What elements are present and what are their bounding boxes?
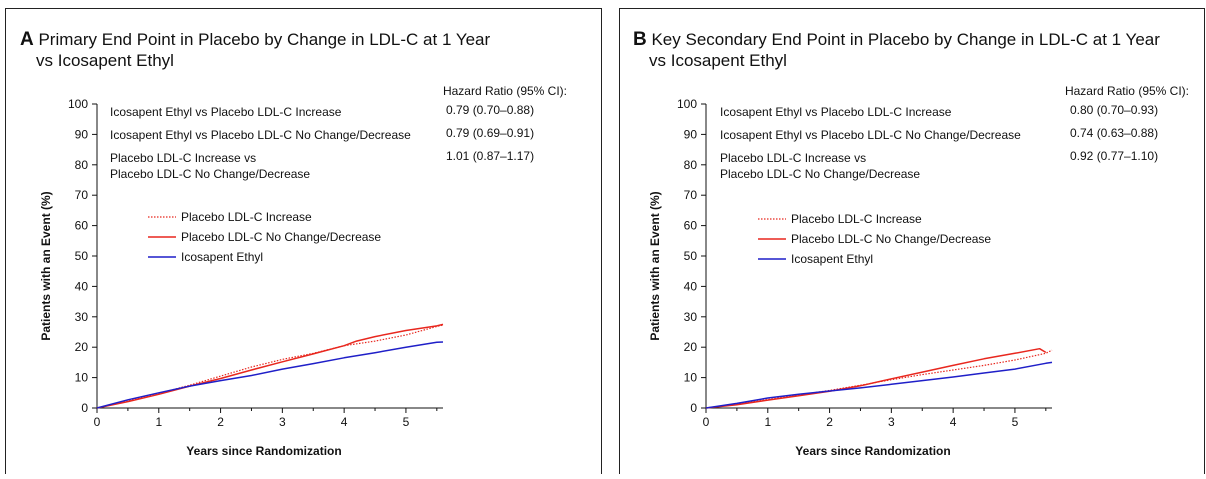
panel-a: A Primary End Point in Placebo by Change… <box>5 8 602 479</box>
hr-header: Hazard Ratio (95% CI): <box>1065 84 1189 98</box>
x-tick-label: 2 <box>826 415 833 429</box>
legend-label: Placebo LDL-C No Change/Decrease <box>181 230 381 244</box>
hr-row-value: 0.74 (0.63–0.88) <box>1070 126 1158 140</box>
panel-title: B Key Secondary End Point in Placebo by … <box>633 29 1160 50</box>
hr-row-label: Placebo LDL-C No Change/Decrease <box>720 167 920 181</box>
x-tick-label: 5 <box>1012 415 1019 429</box>
panel-title-line1: Key Secondary End Point in Placebo by Ch… <box>647 30 1161 49</box>
hr-header: Hazard Ratio (95% CI): <box>443 84 567 98</box>
series-line-placebo-ldl-c-increase <box>705 349 1053 409</box>
hr-row-label: Placebo LDL-C Increase vs <box>110 151 256 165</box>
hr-row-value: 1.01 (0.87–1.17) <box>446 149 534 163</box>
panel-b: B Key Secondary End Point in Placebo by … <box>619 8 1205 479</box>
y-tick-label: 10 <box>684 371 698 385</box>
x-tick-label: 4 <box>950 415 957 429</box>
panel-title-line2: vs Icosapent Ethyl <box>649 51 787 70</box>
x-tick-label: 1 <box>764 415 771 429</box>
x-tick-label: 3 <box>888 415 895 429</box>
x-axis-label: Years since Randomization <box>795 444 950 458</box>
legend-label: Placebo LDL-C No Change/Decrease <box>791 232 991 246</box>
y-tick-label: 40 <box>75 279 89 293</box>
y-tick-label: 90 <box>75 127 89 141</box>
hr-row-label: Icosapent Ethyl vs Placebo LDL-C Increas… <box>720 105 952 119</box>
series-line-placebo-ldl-c-no-change-decrease <box>705 347 1047 409</box>
hr-row-label: Icosapent Ethyl vs Placebo LDL-C Increas… <box>110 105 342 119</box>
y-tick-label: 20 <box>684 340 698 354</box>
y-tick-label: 80 <box>75 158 89 172</box>
y-tick-label: 60 <box>75 219 89 233</box>
y-tick-label: 30 <box>75 310 89 324</box>
y-tick-label: 50 <box>684 249 698 263</box>
y-tick-label: 0 <box>81 401 88 415</box>
x-tick-label: 0 <box>94 415 101 429</box>
y-tick-label: 100 <box>68 97 88 111</box>
y-tick-label: 90 <box>684 127 698 141</box>
y-tick-label: 70 <box>75 188 89 202</box>
panel-title-line2: vs Icosapent Ethyl <box>36 51 174 70</box>
y-tick-label: 50 <box>75 249 89 263</box>
legend-label: Icosapent Ethyl <box>181 250 263 264</box>
y-tick-label: 100 <box>677 97 697 111</box>
y-tick-label: 0 <box>690 401 697 415</box>
series-line-icosapent-ethyl <box>705 361 1053 409</box>
y-tick-label: 30 <box>684 310 698 324</box>
series-line-icosapent-ethyl <box>96 341 444 409</box>
y-tick-label: 60 <box>684 219 698 233</box>
y-tick-label: 40 <box>684 279 698 293</box>
x-tick-label: 1 <box>155 415 162 429</box>
hr-row-label: Placebo LDL-C No Change/Decrease <box>110 167 310 181</box>
panel-letter: A <box>20 29 34 50</box>
y-axis-label: Patients with an Event (%) <box>39 191 53 340</box>
panel-letter: B <box>633 29 647 50</box>
hr-row-value: 0.92 (0.77–1.10) <box>1070 149 1158 163</box>
x-axis-label: Years since Randomization <box>186 444 341 458</box>
x-tick-label: 4 <box>341 415 348 429</box>
x-tick-label: 5 <box>403 415 410 429</box>
hr-row-label: Icosapent Ethyl vs Placebo LDL-C No Chan… <box>110 128 411 142</box>
y-tick-label: 80 <box>684 158 698 172</box>
hr-row-value: 0.79 (0.69–0.91) <box>446 126 534 140</box>
panel-title-line1: Primary End Point in Placebo by Change i… <box>34 30 491 49</box>
legend-label: Placebo LDL-C Increase <box>791 212 922 226</box>
x-tick-label: 2 <box>217 415 224 429</box>
hr-row-label: Icosapent Ethyl vs Placebo LDL-C No Chan… <box>720 128 1021 142</box>
y-tick-label: 70 <box>684 188 698 202</box>
y-tick-label: 20 <box>75 340 89 354</box>
legend-label: Placebo LDL-C Increase <box>181 210 312 224</box>
x-tick-label: 3 <box>279 415 286 429</box>
series-line-placebo-ldl-c-no-change-decrease <box>96 323 444 409</box>
hr-row-label: Placebo LDL-C Increase vs <box>720 151 866 165</box>
panel-title: A Primary End Point in Placebo by Change… <box>20 29 491 50</box>
y-axis-label: Patients with an Event (%) <box>648 191 662 340</box>
x-tick-label: 0 <box>703 415 710 429</box>
hr-row-value: 0.79 (0.70–0.88) <box>446 103 534 117</box>
y-tick-label: 10 <box>75 371 89 385</box>
legend-label: Icosapent Ethyl <box>791 252 873 266</box>
hr-row-value: 0.80 (0.70–0.93) <box>1070 103 1158 117</box>
